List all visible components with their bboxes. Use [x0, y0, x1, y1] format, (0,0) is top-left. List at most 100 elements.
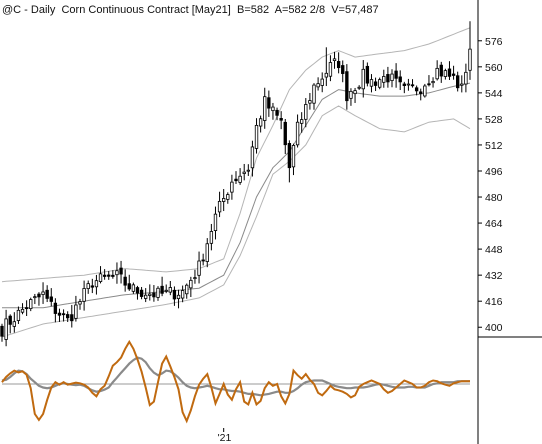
candle: [164, 284, 168, 294]
candle-body: [53, 302, 58, 314]
candle: [279, 111, 283, 130]
candle-body: [378, 79, 382, 88]
candle: [111, 270, 115, 279]
candle-body: [78, 301, 82, 305]
candle: [336, 52, 341, 74]
candle: [447, 61, 452, 80]
candle-body: [468, 48, 472, 71]
candle-body: [45, 289, 49, 299]
candle-body: [406, 83, 411, 86]
candle-body: [382, 76, 386, 83]
candle-body: [410, 84, 415, 87]
candle-body: [172, 289, 177, 300]
candle-body: [345, 71, 349, 102]
candle-body: [402, 83, 406, 87]
candle: [4, 309, 8, 347]
candle-body: [312, 84, 316, 104]
candle-body: [168, 287, 172, 293]
candle: [86, 280, 90, 294]
candle-body: [111, 274, 115, 277]
candle: [300, 112, 304, 133]
candle: [66, 311, 70, 322]
candle: [90, 278, 94, 294]
candle: [148, 284, 152, 301]
candle: [456, 71, 460, 92]
price-tick-label: 496: [485, 166, 503, 178]
candle: [382, 69, 386, 88]
candle: [70, 304, 74, 328]
candle: [41, 282, 45, 304]
price-tick-label: 576: [485, 36, 503, 48]
candle: [8, 314, 12, 334]
candle-body: [107, 274, 111, 277]
candle-body: [246, 169, 250, 172]
candle-body: [308, 100, 312, 104]
candle-body: [180, 290, 185, 299]
candle: [139, 286, 144, 300]
candle: [205, 238, 209, 268]
price-tick-label: 464: [485, 218, 503, 230]
candle: [349, 88, 353, 106]
candle: [324, 47, 328, 87]
candle-body: [263, 96, 267, 121]
candle: [78, 298, 82, 310]
candle-body: [414, 87, 419, 92]
candle: [439, 61, 443, 83]
candle-body: [119, 267, 123, 275]
candle-body: [316, 83, 320, 88]
candle-body: [16, 309, 21, 321]
candle: [406, 78, 411, 91]
candle: [180, 285, 185, 303]
candle-body: [164, 289, 168, 292]
candle: [431, 77, 435, 88]
candle-body: [447, 68, 452, 77]
candle-body: [427, 83, 431, 86]
candle-body: [156, 287, 160, 298]
candle-body: [205, 243, 209, 262]
candle: [0, 323, 4, 342]
header-volume: V=57,487: [331, 4, 378, 16]
candle: [320, 72, 324, 93]
candle: [57, 308, 62, 322]
candle: [156, 286, 160, 301]
candle: [238, 168, 242, 185]
candle: [131, 282, 136, 294]
candle-body: [185, 284, 189, 295]
candle-body: [300, 119, 304, 124]
candle: [353, 87, 357, 103]
candle-body: [258, 118, 263, 127]
candle: [373, 77, 378, 92]
candle: [369, 74, 374, 93]
candle-body: [419, 91, 423, 94]
candle-body: [320, 78, 324, 86]
candle: [410, 79, 415, 88]
osc-fast-line: [1, 339, 470, 424]
candle: [341, 60, 345, 83]
price-tick-label: 480: [485, 192, 503, 204]
candle-body: [267, 97, 271, 109]
candle-body: [217, 200, 222, 213]
date-tick-label: '21: [218, 432, 232, 444]
candle-body: [431, 81, 435, 84]
candle-body: [189, 279, 193, 289]
candle: [378, 77, 382, 90]
candle: [135, 285, 140, 300]
candle-body: [435, 67, 439, 80]
candle-body: [295, 121, 300, 146]
candle: [94, 274, 99, 295]
candle: [127, 274, 131, 291]
header-bid: B=582: [237, 4, 269, 16]
candle-body: [353, 90, 357, 95]
candle-body: [439, 64, 443, 77]
candle-body: [90, 285, 94, 288]
candle-body: [61, 313, 66, 316]
candle: [295, 114, 300, 148]
candle-body: [20, 308, 25, 313]
candle: [332, 51, 337, 69]
oscillator-lines: [1, 339, 470, 424]
candle: [242, 163, 246, 181]
candle: [357, 85, 361, 90]
candle: [304, 98, 308, 128]
candle: [115, 262, 119, 284]
